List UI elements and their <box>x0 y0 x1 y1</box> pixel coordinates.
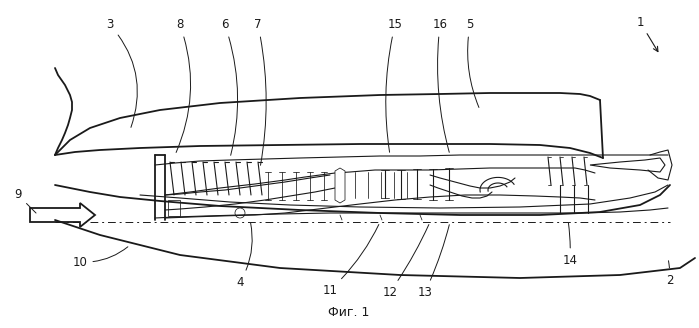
Text: 12: 12 <box>382 225 429 298</box>
Polygon shape <box>30 203 95 227</box>
Text: Фиг. 1: Фиг. 1 <box>329 306 370 319</box>
Polygon shape <box>335 168 345 203</box>
Text: 6: 6 <box>222 18 238 155</box>
Text: 16: 16 <box>433 18 449 152</box>
Text: 3: 3 <box>106 18 137 127</box>
Text: 14: 14 <box>563 223 577 266</box>
Text: 9: 9 <box>14 189 36 213</box>
Text: 13: 13 <box>417 225 449 298</box>
Bar <box>168 200 180 216</box>
Text: 15: 15 <box>386 18 403 152</box>
Text: 8: 8 <box>176 18 191 153</box>
Text: 4: 4 <box>236 223 252 289</box>
Text: 1: 1 <box>636 15 658 51</box>
Text: 7: 7 <box>254 18 266 165</box>
Text: 2: 2 <box>666 261 674 286</box>
Polygon shape <box>590 158 665 172</box>
Text: 10: 10 <box>73 247 128 269</box>
Text: 5: 5 <box>466 18 479 108</box>
Text: 11: 11 <box>322 224 379 297</box>
